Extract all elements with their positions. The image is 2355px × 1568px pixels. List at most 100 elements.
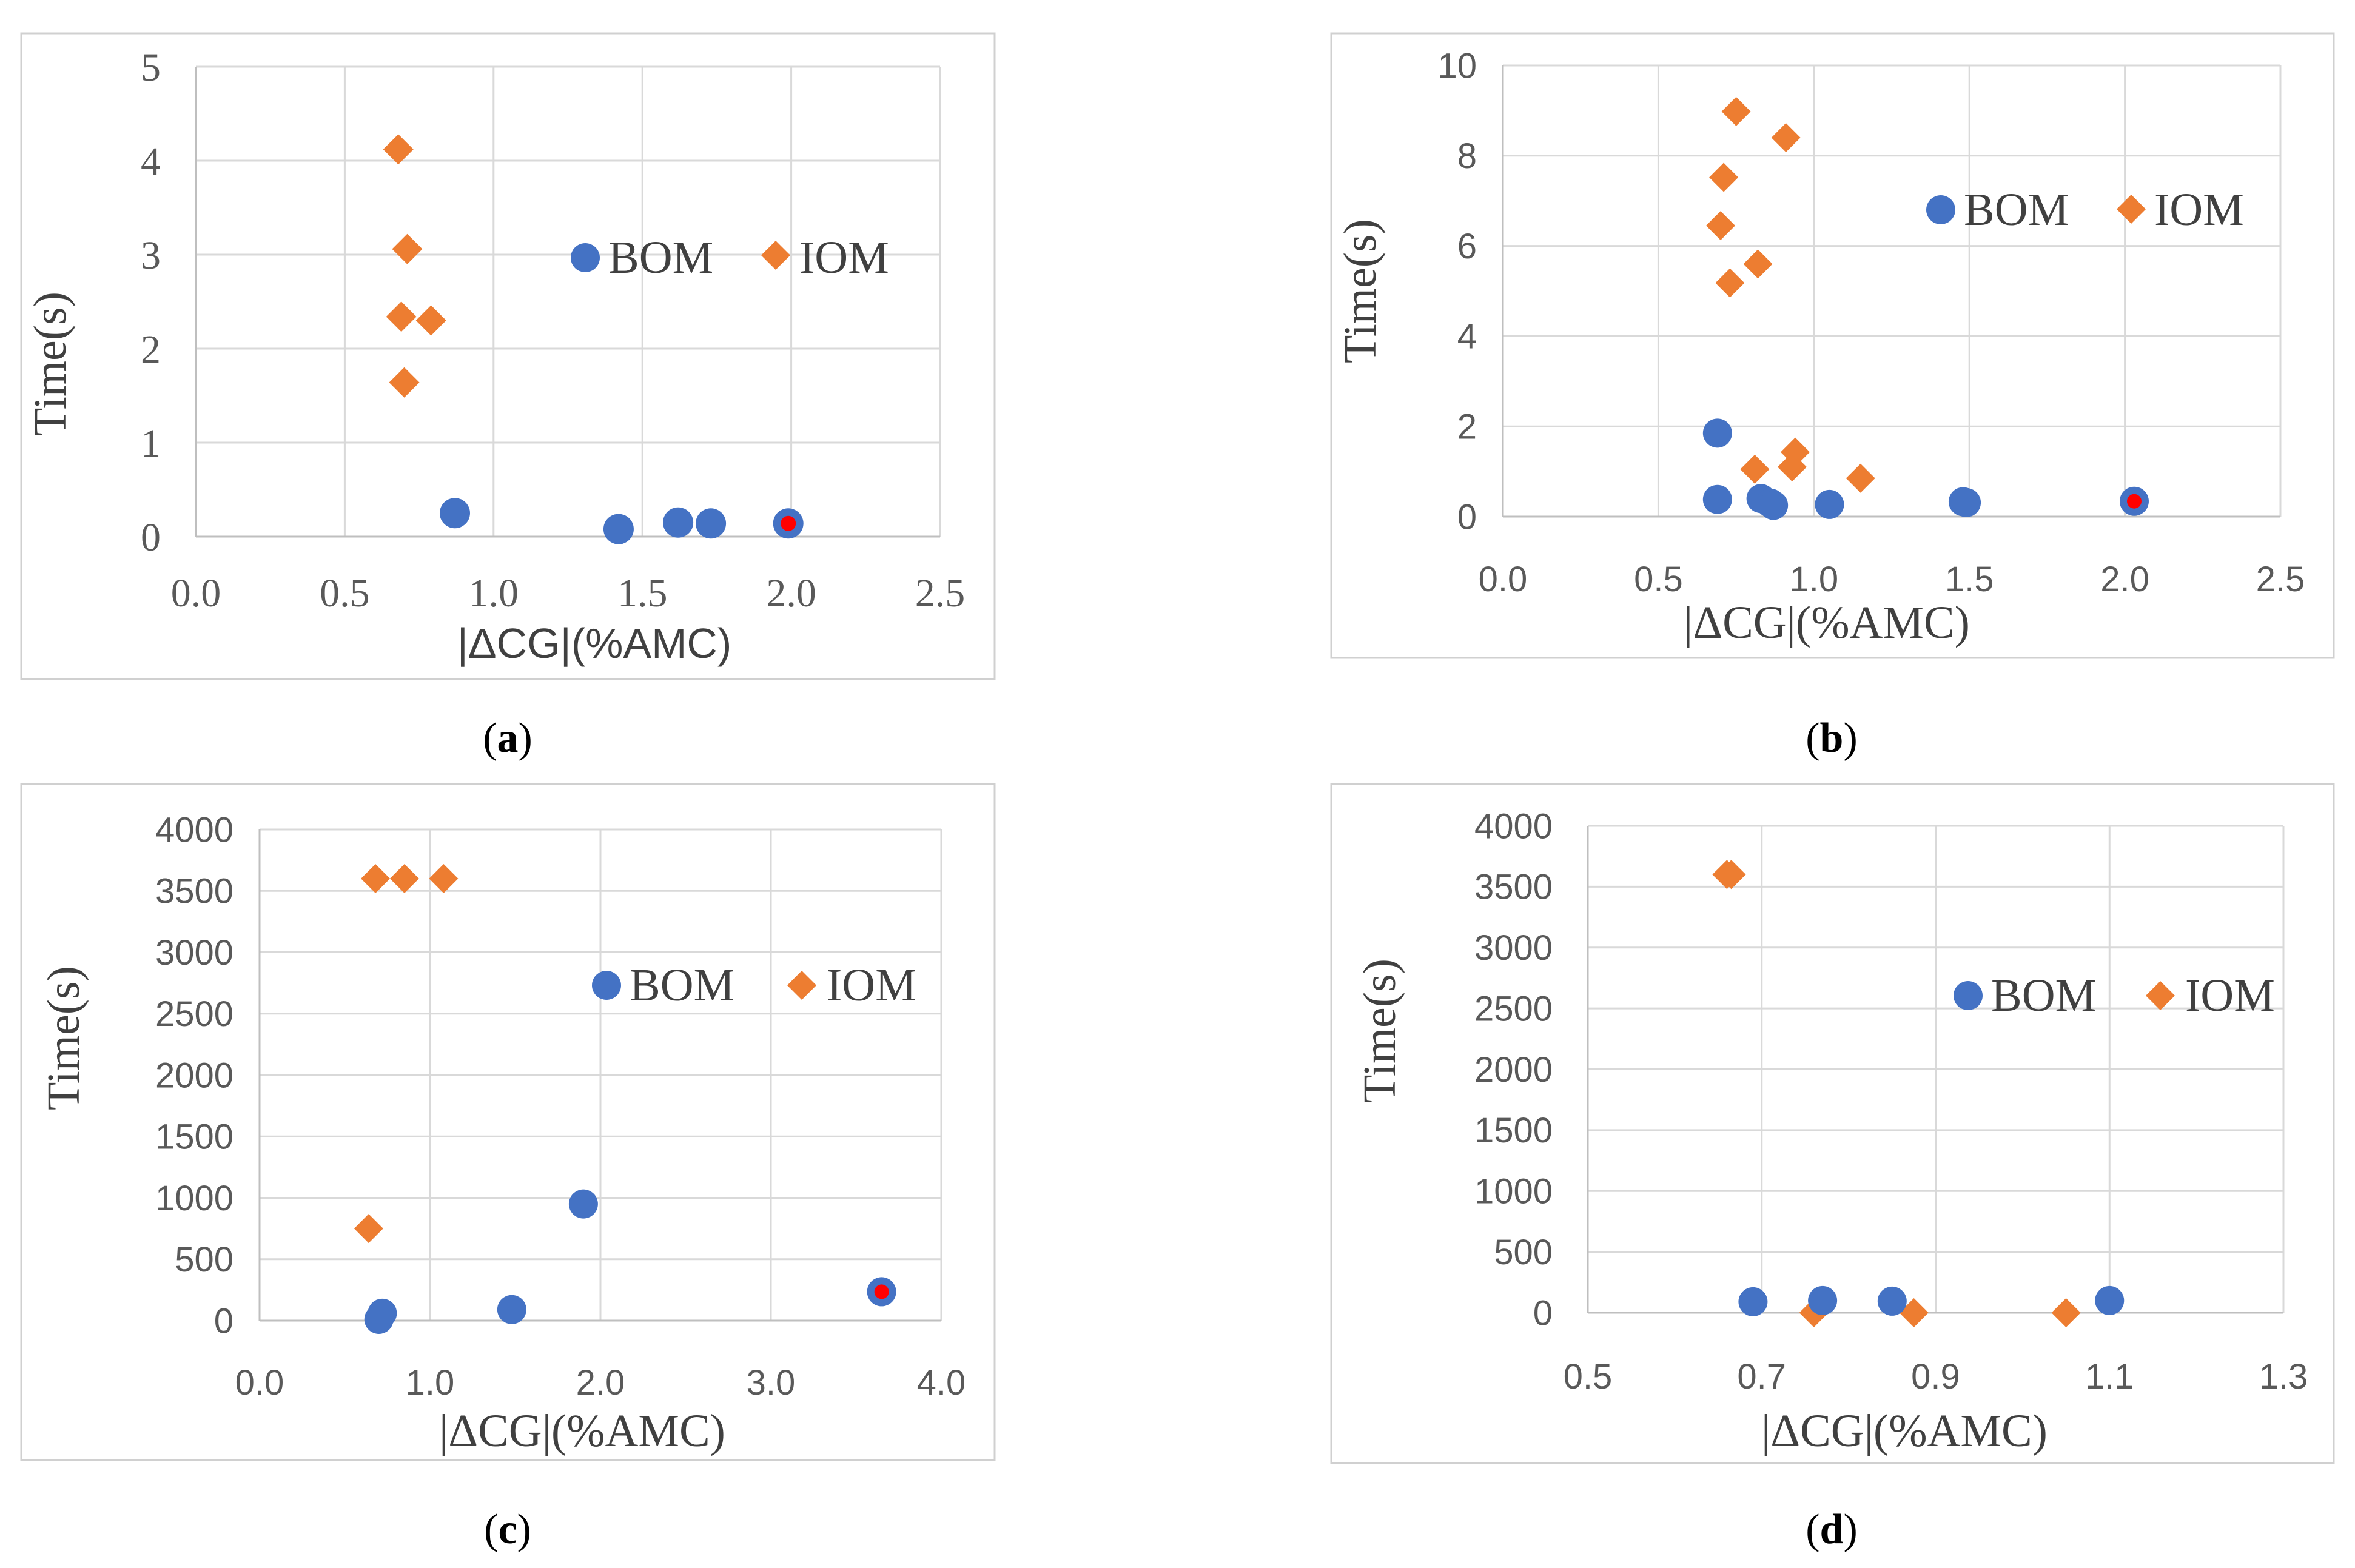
x-tick-label: 2.0 [766, 571, 816, 615]
y-tick-label: 3500 [155, 872, 233, 911]
panel-c-legend-bom-marker [592, 971, 621, 1000]
panel-b-grid [1503, 64, 2282, 517]
panel-d-marks [1712, 860, 2125, 1327]
caption-c: (c) [484, 1506, 531, 1553]
bom-point [663, 507, 694, 538]
y-tick-label: 0 [1533, 1293, 1553, 1333]
y-tick-label: 2 [141, 327, 161, 372]
y-tick-label: 4000 [155, 810, 233, 849]
y-tick-label: 3 [141, 233, 161, 278]
x-tick-label: 1.5 [1945, 560, 1994, 599]
panel-a-legend-iom-label: IOM [799, 232, 889, 283]
y-tick-label: 6 [1457, 227, 1477, 266]
iom-point [415, 305, 446, 336]
iom-point [429, 864, 459, 893]
y-tick-label: 500 [175, 1240, 233, 1279]
caption-b-letter: b [1820, 715, 1844, 762]
panel-c-legend-iom-label: IOM [827, 960, 916, 1011]
panel-a: 0 1 2 3 4 5 0.0 0.5 1.0 1.5 2.0 2.5 Time(s) |ΔCG|(… [20, 32, 996, 680]
x-tick-label: 1.0 [406, 1363, 455, 1402]
panel-c-yticks: 0 500 1000 1500 2000 2500 3000 3500 4000 [155, 810, 233, 1341]
panel-c-xticks: 0.0 1.0 2.0 3.0 4.0 [235, 1363, 966, 1402]
panel-b-yticks: 0 2 4 6 8 10 [1437, 46, 1477, 537]
x-tick-label: 1.0 [1789, 560, 1838, 599]
panel-d-grid [1588, 825, 2285, 1313]
y-tick-label: 0 [1457, 497, 1477, 537]
y-tick-label: 2500 [155, 994, 233, 1034]
y-tick-label: 1000 [1474, 1172, 1553, 1211]
highlight-point [2126, 494, 2142, 509]
panel-b-ylabel: Time(s) [1335, 219, 1386, 363]
panel-c-legend: BOM IOM [592, 960, 916, 1011]
caption-a-open: ( [483, 715, 497, 762]
panel-d-yticks: 0 500 1000 1500 2000 2500 3000 3500 4000 [1474, 806, 1553, 1333]
panel-d-axis [1587, 826, 2283, 1314]
x-tick-label: 0.7 [1737, 1357, 1786, 1396]
panel-b-frame [1330, 32, 2335, 659]
y-tick-label: 4 [141, 139, 161, 184]
y-tick-label: 3500 [1474, 868, 1553, 907]
iom-point [1716, 860, 1746, 890]
bom-point [439, 498, 470, 529]
caption-d: (d) [1806, 1506, 1858, 1553]
x-tick-label: 2.0 [576, 1363, 625, 1402]
x-tick-label: 2.5 [2256, 560, 2305, 599]
x-tick-label: 1.1 [2085, 1357, 2134, 1396]
y-tick-label: 2000 [1474, 1050, 1553, 1090]
panel-b-axis [1502, 65, 2280, 518]
caption-c-letter: c [498, 1506, 517, 1553]
y-tick-label: 3000 [1474, 928, 1553, 968]
iom-point [1743, 249, 1773, 279]
caption-d-letter: d [1820, 1506, 1844, 1553]
panel-d-legend: BOM IOM [1954, 970, 2275, 1021]
iom-point [1709, 162, 1739, 192]
bom-point [1952, 487, 1981, 517]
iom-point [1899, 1298, 1929, 1327]
iom-point [386, 301, 417, 332]
panel-b-marks [1702, 96, 2149, 520]
panel-d-frame [1330, 783, 2335, 1464]
x-tick-label: 0.5 [320, 571, 370, 615]
iom-point [361, 864, 391, 893]
panel-d-legend-iom-marker [2145, 980, 2175, 1011]
y-tick-label: 2000 [155, 1056, 233, 1095]
iom-point [1715, 268, 1745, 298]
x-tick-label: 2.0 [2100, 560, 2149, 599]
panel-d-ylabel: Time(s) [1354, 959, 1405, 1103]
panel-b-xticks: 0.0 0.5 1.0 1.5 2.0 2.5 [1479, 560, 2305, 599]
highlight-point [874, 1284, 889, 1299]
bom-point [1738, 1287, 1768, 1316]
y-tick-label: 10 [1437, 46, 1477, 85]
panel-b-legend-bom-label: BOM [1964, 184, 2069, 235]
highlight-point [781, 515, 796, 531]
panel-a-legend-bom-label: BOM [608, 232, 713, 283]
bom-point [696, 508, 727, 539]
bom-point [1877, 1286, 1907, 1316]
x-tick-label: 1.5 [617, 571, 668, 615]
iom-point [383, 134, 414, 165]
y-tick-label: 1500 [1474, 1111, 1553, 1150]
bom-point [568, 1189, 598, 1219]
panel-d-xlabel: |ΔCG|(%AMC) [1761, 1406, 2048, 1456]
bom-point [368, 1298, 397, 1328]
panel-a-frame [20, 32, 996, 680]
y-tick-label: 3000 [155, 933, 233, 973]
caption-b: (b) [1806, 715, 1858, 762]
x-tick-label: 1.3 [2259, 1357, 2308, 1396]
y-tick-label: 8 [1457, 136, 1477, 176]
y-tick-label: 5 [141, 45, 161, 90]
y-tick-label: 2 [1457, 407, 1477, 447]
panel-d-xticks: 0.5 0.7 0.9 1.1 1.3 [1564, 1357, 2308, 1396]
panel-d-legend-iom-label: IOM [2185, 970, 2275, 1021]
y-tick-label: 500 [1494, 1233, 1553, 1272]
x-tick-label: 0.9 [1911, 1357, 1960, 1396]
caption-a: (a) [483, 715, 532, 762]
bom-point [1759, 491, 1789, 520]
y-tick-label: 2500 [1474, 989, 1553, 1028]
iom-point [1771, 123, 1801, 153]
iom-point [1777, 452, 1807, 482]
iom-point [1846, 463, 1875, 493]
panel-b-legend-bom-marker [1926, 195, 1955, 224]
